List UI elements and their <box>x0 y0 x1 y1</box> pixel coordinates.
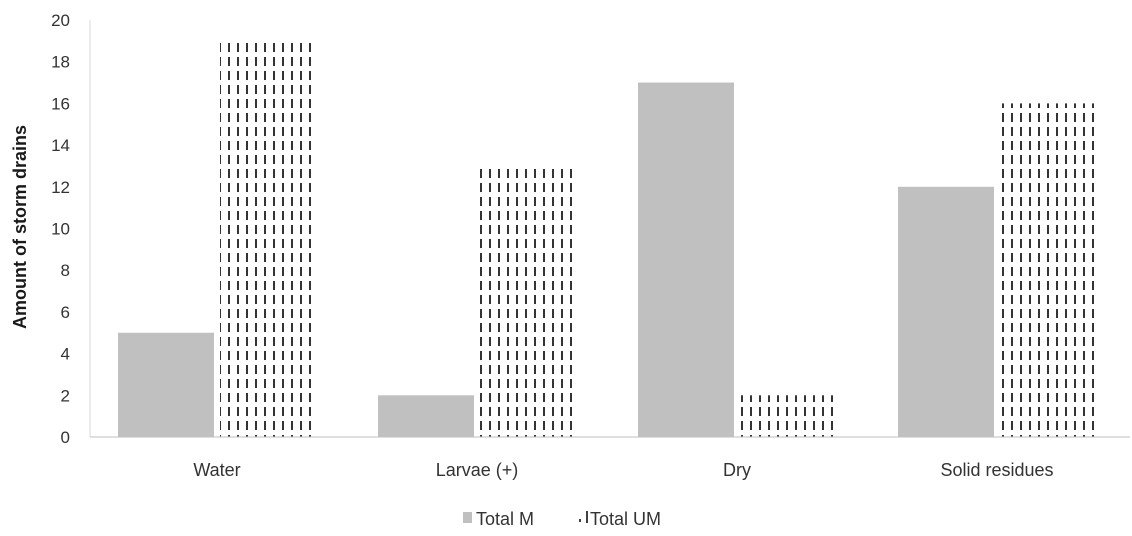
bar-total-um-water <box>220 40 316 437</box>
category-labels: Water Larvae (+) Dry Solid residues <box>193 460 1053 480</box>
bar-total-m-water <box>118 332 214 437</box>
y-tick-label: 8 <box>61 261 70 280</box>
y-tick-label: 2 <box>61 386 70 405</box>
category-label: Solid residues <box>940 460 1053 480</box>
bar-total-m-dry <box>638 82 734 438</box>
bar-total-m-larvae <box>378 395 474 437</box>
y-axis-ticks: 0 2 4 6 8 10 12 14 16 18 20 <box>51 11 70 447</box>
y-tick-label: 0 <box>61 428 70 447</box>
bar-total-um-larvae <box>480 165 576 437</box>
category-label: Dry <box>723 460 751 480</box>
bars <box>118 40 1096 438</box>
legend: Total M Total UM <box>463 509 661 529</box>
y-tick-label: 6 <box>61 303 70 322</box>
y-tick-label: 14 <box>51 136 70 155</box>
category-label: Larvae (+) <box>436 460 519 480</box>
y-tick-label: 18 <box>51 53 70 72</box>
y-tick-label: 20 <box>51 11 70 30</box>
bar-total-um-dry <box>740 395 836 437</box>
bar-total-m-solid-residues <box>898 186 994 437</box>
y-tick-label: 16 <box>51 94 70 113</box>
y-tick-label: 4 <box>61 345 70 364</box>
y-tick-label: 12 <box>51 178 70 197</box>
y-axis-title: Amount of storm drains <box>10 125 30 329</box>
legend-label-total-m: Total M <box>476 509 534 529</box>
category-label: Water <box>193 460 240 480</box>
legend-label-total-um: Total UM <box>590 509 661 529</box>
y-tick-label: 10 <box>51 220 70 239</box>
legend-swatch-total-m <box>463 512 472 523</box>
bar-total-um-solid-residues <box>1000 103 1096 438</box>
legend-swatch-total-um <box>579 511 588 523</box>
